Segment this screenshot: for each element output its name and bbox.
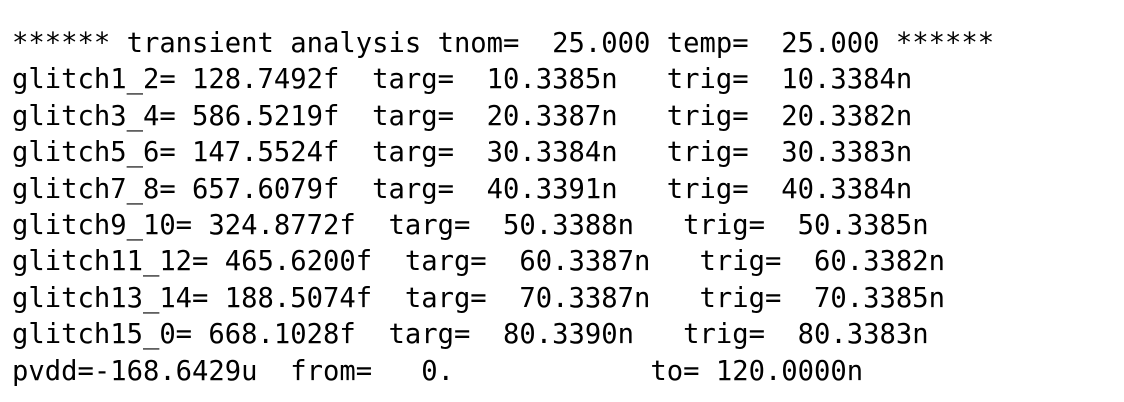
measurement-line-glitch13-14: glitch13_14= 188.5074f targ= 70.3387n tr… <box>12 282 945 314</box>
measurement-line-glitch7-8: glitch7_8= 657.6079f targ= 40.3391n trig… <box>12 173 913 205</box>
measurement-line-glitch15-0: glitch15_0= 668.1028f targ= 80.3390n tri… <box>12 319 929 351</box>
measurement-line-glitch1-2: glitch1_2= 128.7492f targ= 10.3385n trig… <box>12 64 913 96</box>
measurement-line-glitch11-12: glitch11_12= 465.6200f targ= 60.3387n tr… <box>12 246 945 278</box>
measurement-line-glitch9-10: glitch9_10= 324.8772f targ= 50.3388n tri… <box>12 209 929 241</box>
terminal-output: ****** transient analysis tnom= 25.000 t… <box>12 26 994 390</box>
measurement-line-glitch3-4: glitch3_4= 586.5219f targ= 20.3387n trig… <box>12 100 913 132</box>
measurement-line-glitch5-6: glitch5_6= 147.5524f targ= 30.3384n trig… <box>12 137 913 169</box>
analysis-header-line: ****** transient analysis tnom= 25.000 t… <box>12 28 995 59</box>
measurement-line-pvdd: pvdd=-168.6429u from= 0. to= 120.0000n <box>12 355 864 387</box>
